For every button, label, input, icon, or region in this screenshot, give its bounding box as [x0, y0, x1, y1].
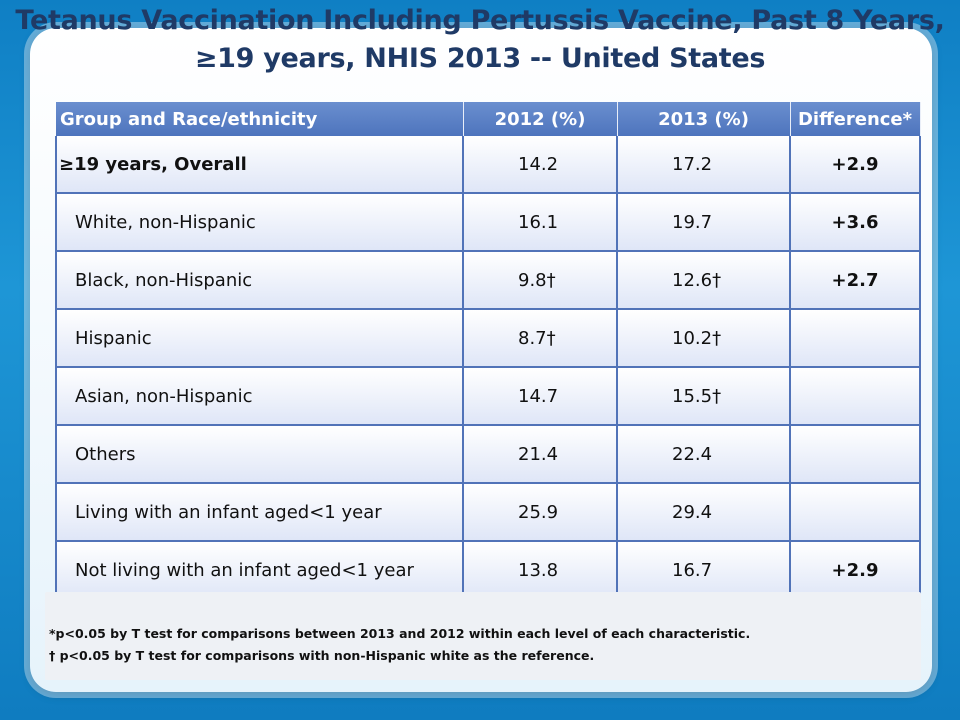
title-line-1: Tetanus Vaccination Including Pertussis …	[15, 5, 945, 36]
table-row: Others 21.4 22.4	[55, 425, 921, 484]
table-row: Asian, non-Hispanic 14.7 15.5†	[55, 367, 921, 426]
header-2013: 2013 (%)	[617, 102, 791, 136]
row-group: Living with an infant aged<1 year	[55, 483, 464, 542]
footnote-significance-reference: † p<0.05 by T test for comparisons with …	[49, 648, 595, 663]
row-2012: 16.1	[463, 193, 618, 252]
table-row: Hispanic 8.7† 10.2†	[55, 309, 921, 368]
row-2013: 29.4	[617, 483, 791, 542]
row-2013: 22.4	[617, 425, 791, 484]
row-2013: 16.7	[617, 541, 791, 600]
table-row: Not living with an infant aged<1 year 13…	[55, 541, 921, 600]
table-row: ≥19 years, Overall 14.2 17.2 +2.9	[55, 136, 921, 194]
table-row: Living with an infant aged<1 year 25.9 2…	[55, 483, 921, 542]
header-group: Group and Race/ethnicity	[56, 102, 464, 136]
row-group: Asian, non-Hispanic	[55, 367, 464, 426]
row-difference: +2.9	[790, 136, 921, 194]
slide-title: Tetanus Vaccination Including Pertussis …	[0, 2, 960, 78]
row-group: Others	[55, 425, 464, 484]
row-group: Hispanic	[55, 309, 464, 368]
row-difference	[790, 309, 921, 368]
row-group: White, non-Hispanic	[55, 193, 464, 252]
row-2012: 9.8†	[463, 251, 618, 310]
row-2013: 12.6†	[617, 251, 791, 310]
row-2012: 14.7	[463, 367, 618, 426]
row-difference	[790, 425, 921, 484]
row-group: ≥19 years, Overall	[55, 136, 464, 194]
row-group: Not living with an infant aged<1 year	[55, 541, 464, 600]
header-2012: 2012 (%)	[463, 102, 618, 136]
table-header-row: Group and Race/ethnicity 2012 (%) 2013 (…	[56, 102, 921, 136]
row-2013: 17.2	[617, 136, 791, 194]
row-2013: 15.5†	[617, 367, 791, 426]
row-difference: +2.7	[790, 251, 921, 310]
row-difference: +2.9	[790, 541, 921, 600]
row-2012: 14.2	[463, 136, 618, 194]
title-line-2: ≥19 years, NHIS 2013 -- United States	[194, 43, 766, 74]
row-2012: 21.4	[463, 425, 618, 484]
table-row: Black, non-Hispanic 9.8† 12.6† +2.7	[55, 251, 921, 310]
row-2013: 19.7	[617, 193, 791, 252]
footnotes-box: *p<0.05 by T test for comparisons betwee…	[45, 592, 921, 680]
row-2012: 8.7†	[463, 309, 618, 368]
table-row: White, non-Hispanic 16.1 19.7 +3.6	[55, 193, 921, 252]
footnote-significance-years: *p<0.05 by T test for comparisons betwee…	[49, 626, 751, 641]
row-2012: 13.8	[463, 541, 618, 600]
row-difference	[790, 483, 921, 542]
row-difference	[790, 367, 921, 426]
row-difference: +3.6	[790, 193, 921, 252]
vaccination-table: Group and Race/ethnicity 2012 (%) 2013 (…	[55, 102, 921, 600]
row-group: Black, non-Hispanic	[55, 251, 464, 310]
header-difference: Difference*	[790, 102, 921, 136]
row-2012: 25.9	[463, 483, 618, 542]
row-2013: 10.2†	[617, 309, 791, 368]
